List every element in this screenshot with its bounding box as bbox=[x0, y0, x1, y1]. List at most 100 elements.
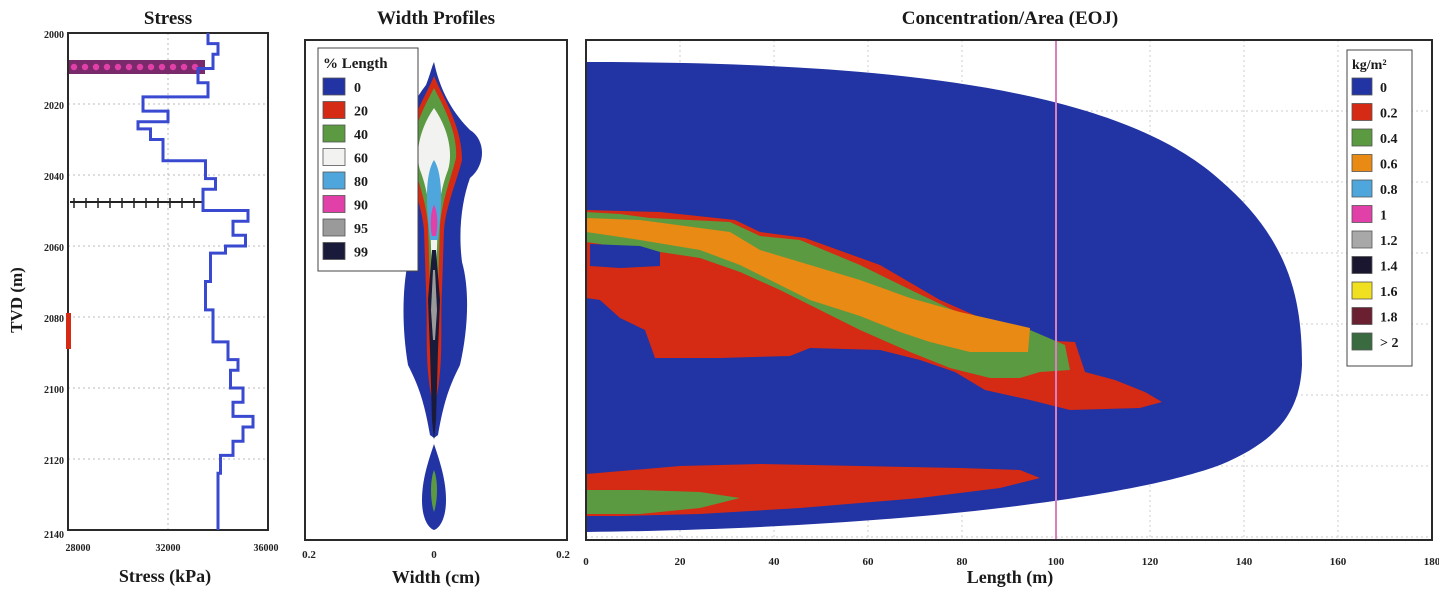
width-profile-90 bbox=[430, 205, 438, 236]
conc-legend-swatch bbox=[1351, 332, 1373, 351]
stress-perf-dot bbox=[136, 63, 144, 71]
width-xtick-left: 0.2 bbox=[302, 549, 316, 561]
conc-area-0 bbox=[586, 62, 1302, 532]
width-legend-swatch bbox=[322, 77, 346, 96]
conc-legend-swatch bbox=[1351, 230, 1373, 249]
conc-xtick: 120 bbox=[1142, 556, 1159, 568]
conc-legend-swatch bbox=[1351, 103, 1373, 121]
stress-title: Stress bbox=[144, 8, 192, 29]
stress-ytick-2120: 2120 bbox=[44, 456, 64, 467]
width-legend-label: 0 bbox=[354, 81, 361, 96]
conc-xtick: 140 bbox=[1236, 556, 1253, 568]
conc-xtick: 100 bbox=[1048, 556, 1065, 568]
width-legend-label: 80 bbox=[354, 175, 368, 190]
conc-legend-swatch bbox=[1351, 77, 1373, 96]
stress-xtick-28000: 28000 bbox=[66, 543, 91, 554]
conc-legend-label: > 2 bbox=[1380, 336, 1398, 351]
stress-perf-dots bbox=[70, 63, 199, 71]
conc-legend-label: 1.2 bbox=[1380, 234, 1398, 249]
conc-legend-label: 1.8 bbox=[1380, 311, 1398, 326]
stress-plot-frame bbox=[67, 32, 269, 531]
conc-xtick: 80 bbox=[957, 556, 969, 568]
stress-perf-dot bbox=[81, 63, 89, 71]
conc-xtick: 20 bbox=[675, 556, 687, 568]
conc-legend-swatch bbox=[1351, 154, 1373, 172]
width-legend-swatch bbox=[322, 124, 346, 143]
conc-legend-label: 0.6 bbox=[1380, 158, 1398, 173]
conc-legend-label: 0.8 bbox=[1380, 183, 1398, 198]
conc-legend-entries: 0 0.2 0.4 0.6 0.8 1 1.2 1.4 1.6 1.8 > 2 bbox=[1351, 77, 1398, 351]
stress-ytick-2040: 2040 bbox=[44, 172, 64, 183]
width-plot-frame bbox=[304, 39, 568, 541]
conc-legend-swatch bbox=[1351, 256, 1373, 274]
conc-legend-label: 0.4 bbox=[1380, 132, 1398, 147]
conc-legend-label: 1 bbox=[1380, 209, 1387, 224]
width-profile-lower-inner bbox=[431, 470, 437, 512]
width-legend-label: 20 bbox=[354, 105, 368, 120]
width-profile-80 bbox=[426, 160, 442, 240]
stress-perf-dot bbox=[158, 63, 166, 71]
conc-legend-swatch bbox=[1351, 205, 1373, 223]
stress-perf-dot bbox=[125, 63, 133, 71]
conc-xtick: 60 bbox=[863, 556, 875, 568]
conc-x-ticks: 0 20 40 60 80 100 120 140 160 180 bbox=[583, 556, 1439, 568]
conc-xtick: 0 bbox=[583, 556, 589, 568]
stress-depth-marker bbox=[66, 313, 71, 349]
stress-perf-dot bbox=[114, 63, 122, 71]
stress-ytick-2100: 2100 bbox=[44, 385, 64, 396]
stress-xtick-32000: 32000 bbox=[156, 543, 181, 554]
width-legend-label: 40 bbox=[354, 128, 368, 143]
stress-grid bbox=[68, 33, 268, 530]
conc-legend-label: 1.6 bbox=[1380, 285, 1398, 300]
width-legend-label: 99 bbox=[354, 246, 368, 261]
conc-legend-swatch bbox=[1351, 179, 1373, 198]
stress-xtick-36000: 36000 bbox=[254, 543, 279, 554]
conc-area-0-gap bbox=[590, 244, 660, 268]
stress-ytick-2020: 2020 bbox=[44, 101, 64, 112]
width-legend-swatch bbox=[322, 101, 346, 119]
stress-y-ticks: 2000 2020 2040 2060 2080 2100 2120 2140 bbox=[44, 30, 64, 541]
width-legend-title: % Length bbox=[323, 56, 388, 72]
stress-perf-dot bbox=[147, 63, 155, 71]
stress-ytick-2080: 2080 bbox=[44, 314, 64, 325]
stress-perf-dot bbox=[70, 63, 78, 71]
stress-perf-dot bbox=[103, 63, 111, 71]
width-profile-95 bbox=[431, 270, 437, 340]
conc-area-04-lower bbox=[586, 490, 740, 514]
conc-legend-label: 0 bbox=[1380, 81, 1387, 96]
width-legend-label: 95 bbox=[354, 222, 368, 237]
stress-ytick-2060: 2060 bbox=[44, 243, 64, 254]
width-xlabel: Width (cm) bbox=[392, 567, 480, 588]
width-xtick-center: 0 bbox=[431, 549, 437, 561]
stress-hatch-marker bbox=[70, 198, 204, 208]
conc-xlabel: Length (m) bbox=[967, 567, 1054, 588]
conc-area-06 bbox=[586, 218, 1030, 352]
stress-ytick-2000: 2000 bbox=[44, 30, 64, 41]
conc-xtick: 180 bbox=[1424, 556, 1439, 568]
conc-legend-swatch bbox=[1351, 281, 1373, 300]
stress-xlabel: Stress (kPa) bbox=[119, 566, 211, 587]
conc-xtick: 160 bbox=[1330, 556, 1347, 568]
width-title: Width Profiles bbox=[377, 8, 495, 29]
conc-legend-label: 0.2 bbox=[1380, 107, 1398, 122]
conc-legend-swatch bbox=[1351, 307, 1373, 325]
stress-perf-dot bbox=[180, 63, 188, 71]
conc-plot-frame bbox=[585, 39, 1433, 541]
width-legend-swatch bbox=[322, 148, 346, 166]
stress-series-line bbox=[136, 33, 255, 530]
stress-perf-dot bbox=[92, 63, 100, 71]
width-legend-label: 90 bbox=[354, 199, 368, 214]
width-legend-swatch bbox=[322, 171, 346, 190]
conc-xtick: 40 bbox=[769, 556, 781, 568]
width-legend-swatch bbox=[322, 195, 346, 213]
conc-legend-title: kg/m² bbox=[1352, 58, 1387, 73]
width-legend-swatch bbox=[322, 242, 346, 260]
stress-perf-dot bbox=[169, 63, 177, 71]
width-xtick-right: 0.2 bbox=[556, 549, 570, 561]
width-legend-entries: 0 20 40 60 80 90 95 99 bbox=[322, 77, 368, 261]
width-legend-swatch bbox=[322, 218, 346, 237]
stress-ytick-2140: 2140 bbox=[44, 530, 64, 541]
conc-title: Concentration/Area (EOJ) bbox=[902, 8, 1119, 29]
conc-legend-swatch bbox=[1351, 128, 1373, 147]
